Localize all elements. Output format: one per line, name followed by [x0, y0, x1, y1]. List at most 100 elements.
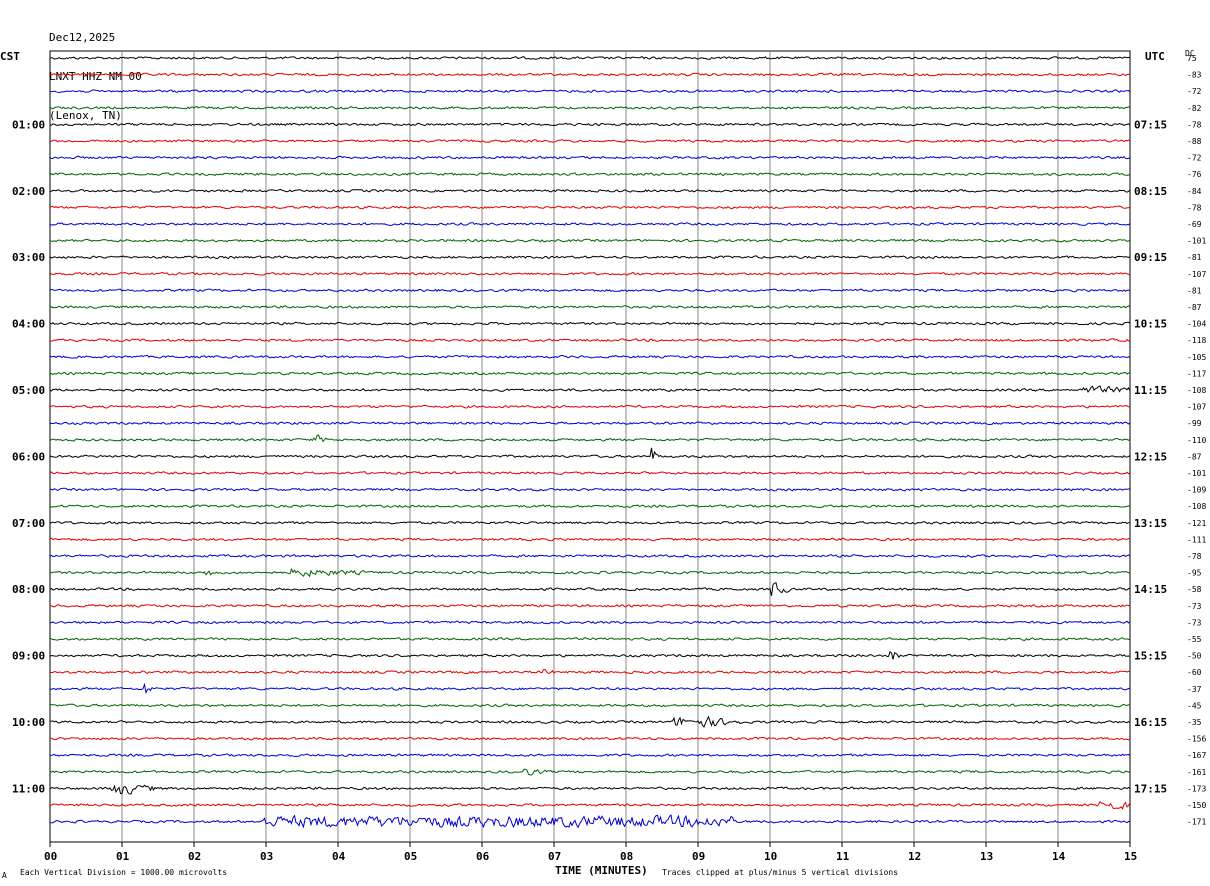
- seismic-trace: [49, 421, 1131, 426]
- utc-hour-label: 10:15: [1134, 318, 1167, 331]
- x-axis-label: TIME (MINUTES): [555, 864, 648, 877]
- cst-hour-label: 02:00: [12, 185, 45, 198]
- seismic-trace: [49, 801, 1131, 810]
- seismic-trace: [49, 122, 1131, 127]
- dc-offset-labels: 75 -83 -72 -82 -78 -88 -72 -76 -84 -78 -69 -101 -81 -…: [1187, 54, 1206, 827]
- footer-scale-note: Each Vertical Division = 1000.00 microvo…: [20, 868, 227, 877]
- minute-grid: [49, 50, 1131, 843]
- x-tick-label: 07: [548, 850, 561, 863]
- x-tick-label: 15: [1124, 850, 1137, 863]
- seismic-trace: [49, 784, 1131, 795]
- cst-hour-label: 07:00: [12, 517, 45, 530]
- plot-frame: [49, 50, 1131, 843]
- cst-hour-label: 03:00: [12, 251, 45, 264]
- seismic-trace: [49, 105, 1131, 110]
- dc-offset-label: -78: [1187, 120, 1202, 129]
- x-tick-label: 01: [116, 850, 130, 863]
- seismic-trace: [49, 188, 1131, 193]
- seismic-trace: [49, 238, 1131, 243]
- seismic-trace: [49, 139, 1131, 143]
- dc-offset-label: -78: [1187, 203, 1202, 212]
- seismic-trace: [49, 385, 1131, 393]
- dc-offset-label: -35: [1187, 718, 1202, 727]
- seismic-trace: [49, 668, 1131, 675]
- dc-offset-label: -117: [1187, 369, 1206, 378]
- utc-hour-label: 16:15: [1134, 716, 1167, 729]
- x-tick-label: 00: [44, 850, 57, 863]
- dc-offset-label: -45: [1187, 701, 1202, 710]
- dc-offset-label: -101: [1187, 237, 1206, 246]
- utc-hour-label: 12:15: [1134, 450, 1167, 463]
- cst-hour-label: 06:00: [12, 450, 45, 463]
- dc-offset-label: -81: [1187, 253, 1202, 262]
- seismic-trace: [49, 603, 1131, 608]
- utc-hour-label: 14:15: [1134, 583, 1167, 596]
- utc-hour-label: 15:15: [1134, 650, 1167, 663]
- seismic-trace: [49, 56, 1131, 60]
- seismic-trace: [49, 582, 1131, 596]
- seismic-trace: [49, 471, 1131, 475]
- dc-offset-label: -55: [1187, 635, 1202, 644]
- dc-offset-label: -167: [1187, 751, 1206, 760]
- cst-hour-label: 10:00: [12, 716, 45, 729]
- seismic-trace: [49, 447, 1131, 459]
- cst-hour-label: 01:00: [12, 118, 45, 131]
- dc-offset-label: -84: [1187, 187, 1202, 196]
- dc-offset-label: -87: [1187, 452, 1202, 461]
- dc-offset-label: -101: [1187, 469, 1206, 478]
- dc-offset-label: -72: [1187, 87, 1202, 96]
- dc-offset-label: -82: [1187, 104, 1202, 113]
- utc-hour-label: 11:15: [1134, 384, 1167, 397]
- seismic-trace: [49, 768, 1131, 776]
- utc-hour-labels: 07:15 08:15 09:15 10:15 11:15 12:15 13:15 14:15…: [1134, 118, 1167, 795]
- seismic-trace: [49, 487, 1131, 492]
- x-tick-label: 06: [476, 850, 490, 863]
- seismic-trace: [49, 354, 1131, 359]
- dc-offset-label: -108: [1187, 386, 1206, 395]
- seismic-trace: [49, 736, 1131, 741]
- utc-hour-label: 08:15: [1134, 185, 1167, 198]
- dc-offset-label: -78: [1187, 552, 1202, 561]
- dc-offset-label: -88: [1187, 137, 1202, 146]
- utc-hour-label: 07:15: [1134, 118, 1167, 131]
- dc-offset-label: -173: [1187, 784, 1206, 793]
- seismic-trace: [49, 255, 1131, 260]
- dc-offset-label: -60: [1187, 668, 1202, 677]
- dc-offset-label: -69: [1187, 220, 1202, 229]
- seismic-trace: [49, 753, 1131, 758]
- seismic-trace: [49, 305, 1131, 309]
- seismic-trace: [49, 620, 1131, 625]
- seismic-trace: [49, 404, 1131, 409]
- x-tick-label: 03: [260, 850, 273, 863]
- cst-hour-label: 09:00: [12, 650, 45, 663]
- cst-hour-label: 11:00: [12, 782, 45, 795]
- seismic-trace: [49, 520, 1131, 525]
- header-station: LNXT HHZ NM 00: [49, 70, 142, 83]
- dc-offset-label: -76: [1187, 170, 1202, 179]
- seismic-trace: [49, 155, 1131, 160]
- x-tick-label: 14: [1052, 850, 1066, 863]
- seismic-trace: [49, 715, 1131, 728]
- x-tick-label: 09: [692, 850, 705, 863]
- seismic-trace: [49, 371, 1131, 376]
- seismic-trace: [50, 338, 1131, 343]
- header-location: (Lenox, TN): [49, 109, 122, 122]
- dc-offset-label: -109: [1187, 486, 1206, 495]
- dc-offset-label: -121: [1187, 519, 1206, 528]
- seismic-trace: [49, 271, 1131, 276]
- x-tick-label: 02: [188, 850, 201, 863]
- dc-offset-label: 75: [1187, 54, 1197, 63]
- dc-offset-label: -171: [1187, 818, 1206, 827]
- cst-hour-label: 08:00: [12, 583, 45, 596]
- dc-offset-label: -37: [1187, 685, 1202, 694]
- utc-hour-label: 17:15: [1134, 782, 1167, 795]
- right-axis-title: UTC: [1145, 50, 1165, 63]
- dc-offset-label: -58: [1187, 585, 1202, 594]
- cst-hour-labels: 01:00 02:00 03:00 04:00 05:00 06:00 07:00 08:00…: [12, 118, 45, 795]
- dc-offset-label: -83: [1187, 71, 1202, 80]
- seismic-trace: [49, 72, 1131, 77]
- dc-offset-label: -99: [1187, 419, 1202, 428]
- footer-clip-note: Traces clipped at plus/minus 5 vertical …: [662, 868, 898, 877]
- seismic-trace: [49, 504, 1131, 509]
- seismic-trace: [49, 650, 1131, 660]
